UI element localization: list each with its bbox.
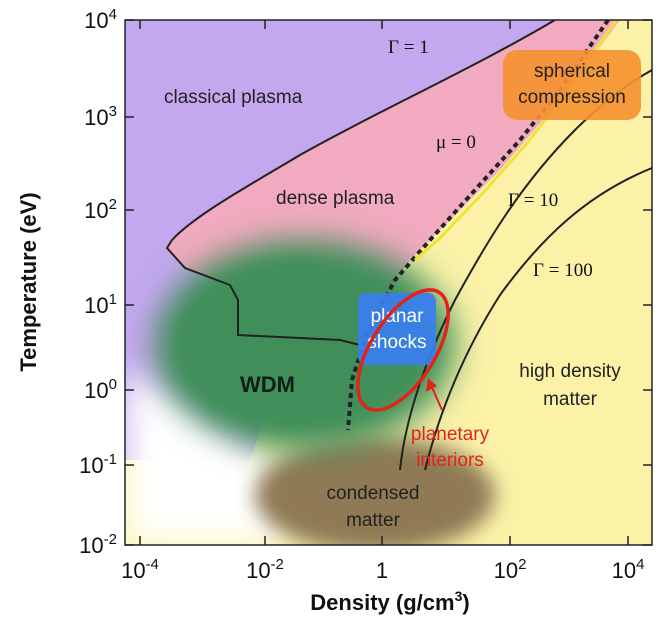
x-tick-label: 10-4: [121, 556, 159, 583]
planetary-arrow: [430, 384, 443, 411]
y-tick-label-base: 10: [84, 8, 108, 33]
condensed-label-line1: condensed: [327, 483, 420, 504]
condensed-label-line2: matter: [346, 510, 401, 531]
x-tick-label-base: 10: [246, 558, 270, 583]
y-tick-label-exponent: 1: [109, 291, 117, 308]
spherical-compression-box: [503, 50, 641, 120]
x-tick-label: 104: [612, 556, 645, 583]
x-tick-label-base: 10: [494, 558, 518, 583]
y-tick-label: 10-1: [79, 451, 117, 478]
y-tick-label-base: 10: [84, 198, 108, 223]
classical-plasma-label: classical plasma: [164, 87, 303, 108]
planetary-arrowhead: [426, 378, 437, 392]
y-axis-title: Temperature (eV): [16, 192, 41, 371]
x-tick-label-base: 10: [612, 558, 636, 583]
spherical-label-line2: compression: [518, 87, 626, 108]
y-tick-label: 104: [84, 6, 117, 33]
y-tick-label-exponent: -1: [104, 451, 117, 468]
gamma-1-label: Γ = 1: [388, 37, 429, 58]
planar-shocks-box: [358, 293, 436, 365]
wdm-core: [180, 265, 400, 425]
gamma-100-label: Γ = 100: [533, 260, 593, 281]
planetary-label-line1: planetary: [411, 424, 490, 445]
x-axis-title-superscript: 3: [455, 588, 463, 604]
planar-label-line1: planar: [371, 306, 424, 327]
dense-plasma-label: dense plasma: [276, 188, 395, 209]
gamma-10-label: Γ = 10: [508, 190, 558, 211]
plot-frame: [124, 19, 653, 546]
y-tick-label-base: 10: [84, 105, 108, 130]
y-tick-label: 101: [84, 291, 117, 318]
y-tick-label: 10-2: [79, 531, 117, 558]
condensed-matter-region: [255, 437, 495, 545]
gamma-100-curve: [424, 167, 653, 471]
mu-0-curve: [346, 18, 610, 431]
gamma-1-curve: [165, 19, 556, 346]
planetary-interiors-ellipse: [356, 288, 450, 412]
x-tick-label-exponent: 4: [636, 556, 644, 573]
y-tick-label-base: 10: [79, 533, 103, 558]
x-tick-label-exponent: -2: [271, 556, 284, 573]
x-axis-title: Density (g/cm3): [310, 588, 469, 615]
x-tick-label: 1: [376, 558, 388, 583]
y-tick-label-exponent: -2: [104, 531, 117, 548]
y-tick-label-base: 10: [84, 293, 108, 318]
y-tick-label: 103: [84, 103, 117, 130]
spherical-label-line1: spherical: [534, 61, 610, 82]
y-tick-label-base: 10: [79, 453, 103, 478]
y-tick-label-exponent: 2: [109, 196, 117, 213]
x-axis-title-close: ): [462, 590, 469, 615]
x-tick-label-base: 1: [376, 558, 388, 583]
y-tick-label: 100: [84, 376, 117, 403]
wdm-label: WDM: [240, 372, 295, 397]
x-axis-title-main: Density (g/cm: [310, 590, 454, 615]
x-tick-label-exponent: -4: [146, 556, 159, 573]
x-tick-label-exponent: 2: [518, 556, 526, 573]
y-tick-label-exponent: 3: [109, 103, 117, 120]
y-tick-label-exponent: 4: [109, 6, 117, 23]
y-tick-label-exponent: 0: [109, 376, 117, 393]
classical-plasma-region: [125, 20, 555, 290]
x-tick-label-base: 10: [121, 558, 145, 583]
y-tick-label: 102: [84, 196, 117, 223]
planar-label-line2: shocks: [367, 332, 426, 353]
high-density-label-line1: high density: [519, 361, 621, 382]
mu-0-label: μ = 0: [436, 132, 476, 153]
y-tick-label-base: 10: [84, 378, 108, 403]
planetary-label-line2: interiors: [416, 450, 484, 471]
high-density-label-line2: matter: [543, 389, 598, 410]
x-tick-label: 102: [494, 556, 527, 583]
x-tick-label: 10-2: [246, 556, 284, 583]
